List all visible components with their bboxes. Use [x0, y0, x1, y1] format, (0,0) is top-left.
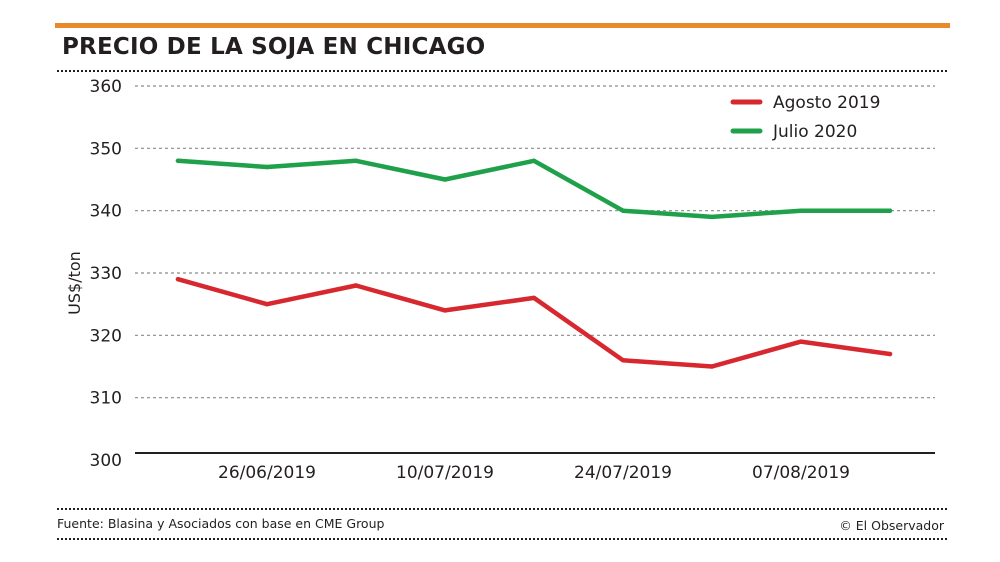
footer-divider-bottom — [57, 538, 947, 540]
y-axis-label: US$/ton — [65, 251, 84, 315]
y-axis-ticks: 300 310 320 330 340 350 360 — [90, 77, 122, 471]
data-point-0-8 — [887, 351, 893, 357]
legend-label-1: Julio 2020 — [772, 122, 857, 142]
series-line-agosto-2019 — [175, 276, 893, 369]
x-axis-ticks: 26/06/2019 10/07/2019 24/07/2019 07/08/2019 — [218, 463, 850, 483]
y-tick-360: 360 — [90, 77, 122, 97]
x-tick-24/07/2019: 24/07/2019 — [574, 463, 672, 483]
data-point-0-2 — [353, 283, 359, 288]
data-point-1-6 — [709, 214, 715, 220]
y-tick-330: 330 — [90, 264, 122, 284]
series-line-julio-2020 — [175, 158, 893, 220]
data-point-0-4 — [531, 295, 537, 301]
data-point-1-1 — [264, 164, 270, 170]
data-point-0-0 — [175, 277, 181, 282]
data-point-1-4 — [531, 158, 537, 163]
y-tick-350: 350 — [90, 139, 122, 159]
data-point-0-5 — [620, 358, 626, 363]
y-tick-340: 340 — [90, 202, 122, 222]
legend: Agosto 2019 Julio 2020 — [730, 93, 880, 142]
data-point-1-7 — [798, 208, 804, 213]
data-point-1-0 — [175, 158, 181, 163]
chart-title: PRECIO DE LA SOJA EN CHICAGO — [62, 34, 486, 60]
data-point-1-2 — [353, 158, 359, 163]
footer-divider-top — [57, 508, 947, 510]
data-point-1-5 — [620, 208, 626, 213]
top-accent-bar — [55, 23, 950, 28]
legend-label-0: Agosto 2019 — [773, 93, 880, 113]
data-point-0-6 — [709, 364, 715, 369]
data-point-0-3 — [442, 308, 448, 313]
y-tick-300: 300 — [90, 451, 122, 471]
data-point-0-7 — [798, 339, 804, 344]
y-tick-310: 310 — [90, 389, 122, 409]
y-tick-320: 320 — [90, 326, 122, 346]
data-point-1-8 — [887, 208, 893, 213]
data-series — [175, 158, 893, 369]
data-point-0-1 — [264, 301, 270, 307]
credit-note: © El Observador — [839, 518, 944, 533]
x-tick-10/07/2019: 10/07/2019 — [396, 463, 494, 483]
data-point-1-3 — [442, 177, 448, 182]
x-tick-26/06/2019: 26/06/2019 — [218, 463, 316, 483]
source-note: Fuente: Blasina y Asociados con base en … — [57, 516, 385, 531]
title-divider — [57, 70, 947, 72]
x-tick-07/08/2019: 07/08/2019 — [752, 463, 850, 483]
